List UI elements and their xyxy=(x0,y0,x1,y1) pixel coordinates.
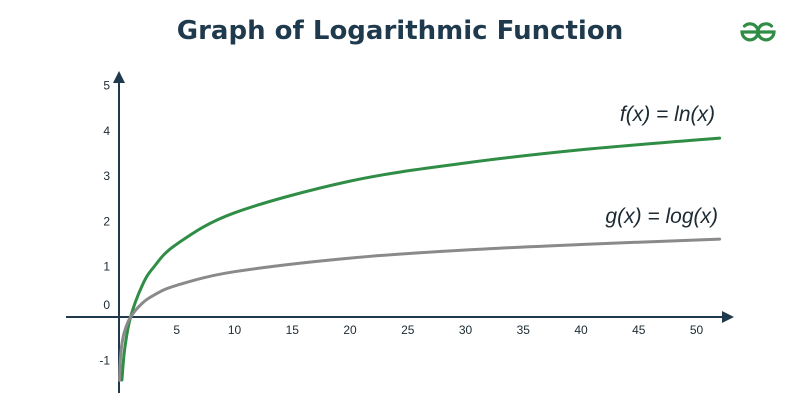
x-tick-label: 40 xyxy=(574,323,588,337)
series-line-log xyxy=(118,237,722,382)
y-tick-label: 3 xyxy=(103,169,110,183)
y-tick-label: 0 xyxy=(103,298,110,312)
x-tick-label: 35 xyxy=(517,323,531,337)
y-tick-label: 5 xyxy=(103,79,110,93)
series-label-log: g(x) = log(x) xyxy=(605,205,718,228)
x-tick-label: 30 xyxy=(459,323,473,337)
y-tick-label: 4 xyxy=(103,124,110,138)
geeksforgeeks-logo-icon xyxy=(740,22,776,42)
series-line-ln xyxy=(120,136,722,382)
x-tick-label: 20 xyxy=(343,323,357,337)
series-label-ln: f(x) = ln(x) xyxy=(620,103,715,126)
x-tick-label: 45 xyxy=(632,323,646,337)
x-tick-label: 10 xyxy=(228,323,242,337)
x-tick-label: 25 xyxy=(401,323,415,337)
y-axis-arrow xyxy=(113,71,125,83)
y-tick-label: -1 xyxy=(99,353,110,367)
x-tick-label: 5 xyxy=(173,323,180,337)
chart-title: Graph of Logarithmic Function xyxy=(176,16,624,46)
x-axis-arrow xyxy=(722,311,734,323)
y-tick-label: 2 xyxy=(103,214,110,228)
y-tick-label: 1 xyxy=(103,260,110,274)
x-tick-label: 50 xyxy=(690,323,704,337)
x-tick-label: 15 xyxy=(286,323,300,337)
